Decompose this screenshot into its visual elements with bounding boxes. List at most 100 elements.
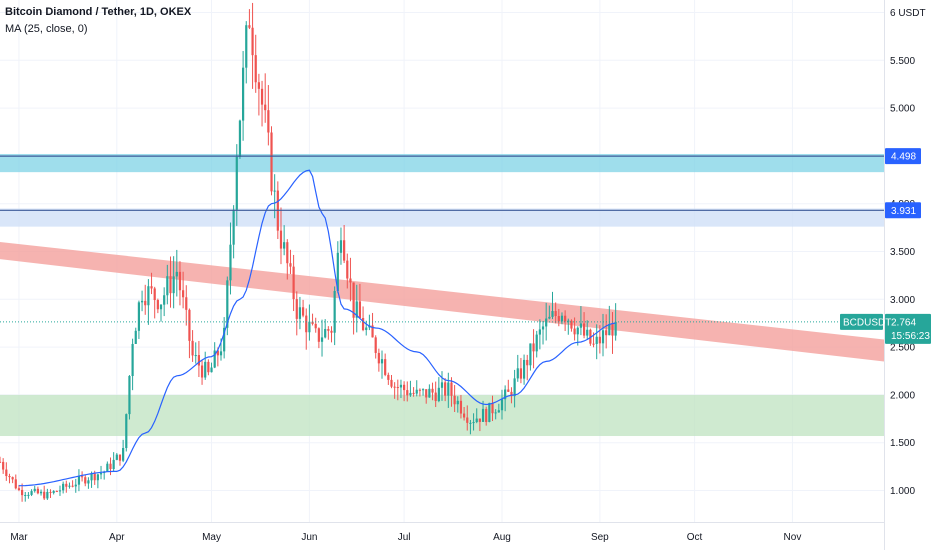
svg-text:BCDUSDT: BCDUSDT (843, 317, 891, 328)
candle (415, 380, 418, 397)
candle (358, 283, 362, 319)
candle (605, 314, 608, 349)
candle (191, 330, 194, 362)
svg-text:2.764: 2.764 (891, 317, 916, 328)
candle (330, 326, 333, 343)
candle (541, 320, 545, 345)
candle (444, 378, 447, 402)
candle (298, 296, 302, 330)
symbol-title[interactable]: Bitcoin Diamond / Tether, 1D, OKEX (5, 6, 192, 18)
moving-average-series (18, 169, 616, 487)
candle (595, 324, 598, 360)
candle (229, 222, 232, 295)
candle (529, 343, 532, 371)
candle (387, 372, 390, 385)
price-axis[interactable]: 1.0001.5002.0002.5003.0003.5004.0005.000… (890, 8, 926, 497)
candle (8, 473, 11, 484)
candle (279, 207, 283, 265)
candle (254, 34, 257, 93)
last-price-tag: 2.764 15:56:23 (885, 313, 931, 344)
candle (115, 453, 118, 461)
candle (20, 483, 24, 502)
candle (519, 357, 523, 384)
indicator-label[interactable]: MA (25, close, 0) (5, 23, 88, 35)
candle (339, 227, 343, 265)
candle (156, 298, 159, 314)
price-zones (0, 153, 884, 437)
candle (77, 469, 81, 492)
candle (96, 473, 99, 489)
candle (611, 312, 614, 354)
candle (406, 381, 409, 402)
candle (140, 290, 144, 312)
candle (377, 348, 380, 372)
candle (172, 256, 175, 309)
candle (14, 474, 17, 490)
candle (273, 174, 276, 219)
candle (343, 225, 346, 264)
x-tick-label: Apr (109, 532, 125, 543)
candle (384, 353, 387, 377)
candle (58, 485, 62, 496)
candle (466, 405, 469, 431)
candle (223, 317, 226, 359)
candle (33, 485, 36, 493)
candle (526, 354, 529, 381)
candle (573, 317, 576, 341)
candle (112, 452, 115, 472)
candle (207, 359, 210, 376)
candle (513, 369, 516, 408)
candle (131, 338, 134, 391)
candle (522, 354, 526, 385)
candle (428, 384, 431, 398)
zone-resistance-lower (0, 208, 884, 227)
candle (469, 419, 472, 435)
x-tick-label: Aug (493, 532, 511, 543)
candle (365, 320, 368, 336)
candle (608, 305, 611, 336)
x-tick-label: May (202, 532, 221, 543)
candle (582, 312, 586, 339)
candlestick-series (0, 2, 617, 502)
candle (144, 284, 147, 315)
y-tick-label: 5.000 (890, 104, 915, 115)
candle (147, 279, 150, 325)
candle (349, 257, 352, 302)
time-axis[interactable]: Mar Apr May Jun Jul Aug Sep Oct Nov (10, 532, 801, 543)
candle (557, 308, 560, 327)
candle (564, 310, 567, 332)
candle (551, 291, 554, 320)
y-tick-label: 3.000 (890, 295, 915, 306)
candle (374, 335, 377, 359)
y-tick-label: 2.500 (890, 343, 915, 354)
candle (52, 490, 55, 495)
candle (535, 330, 538, 358)
candle (396, 379, 399, 401)
zone-support (0, 394, 884, 437)
candle (251, 2, 254, 89)
candle (380, 350, 384, 379)
candle (412, 387, 415, 397)
candle (30, 489, 33, 497)
candle (324, 319, 327, 339)
candle (182, 271, 185, 309)
candle (106, 461, 109, 472)
candle (434, 381, 437, 408)
candle (368, 314, 371, 331)
candle (295, 291, 298, 336)
candle (197, 340, 201, 378)
svg-text:15:56:23: 15:56:23 (891, 331, 930, 342)
x-tick-label: Oct (687, 532, 703, 543)
zone-resistance-upper (0, 153, 884, 173)
candle (488, 402, 491, 423)
candle (49, 489, 52, 498)
candle (346, 253, 349, 289)
candle (532, 329, 535, 369)
candle (453, 385, 456, 413)
candle (431, 382, 434, 401)
candle (80, 471, 84, 482)
candle (500, 389, 504, 420)
candle (504, 385, 507, 412)
